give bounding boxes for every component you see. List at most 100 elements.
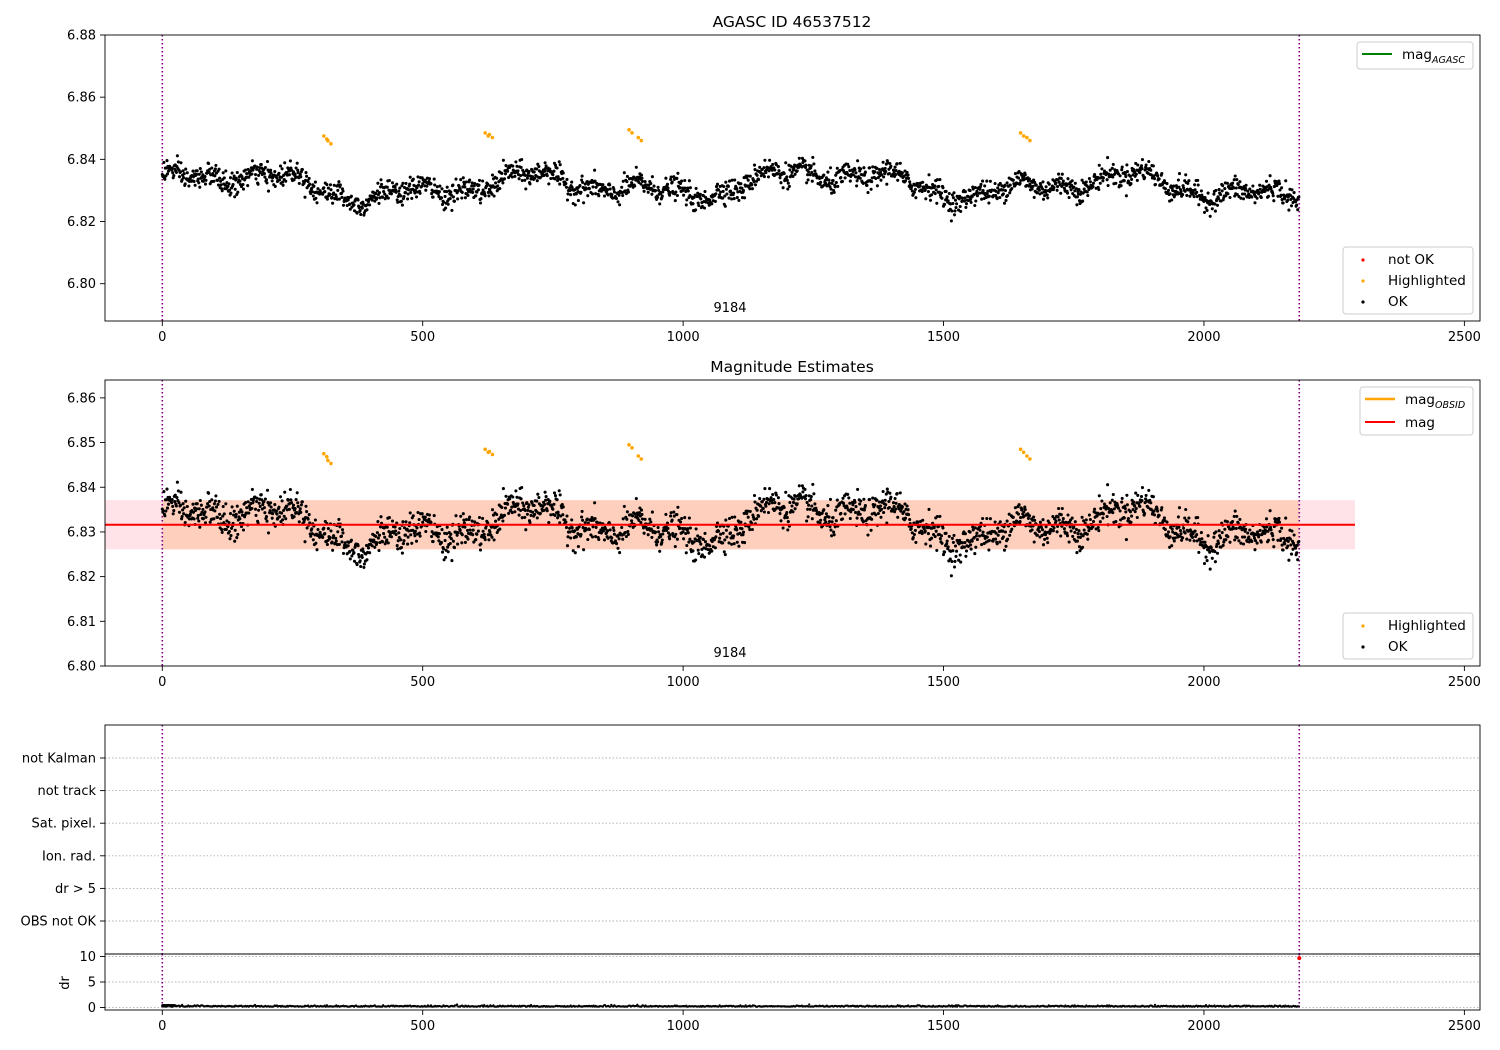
ok-point — [803, 497, 808, 501]
ok-point — [352, 559, 357, 563]
ok-point — [331, 201, 335, 205]
flag-label: OBS not OK — [21, 915, 97, 930]
ok-point — [245, 172, 249, 176]
ok-point — [362, 565, 366, 569]
ok-point — [1246, 531, 1250, 535]
ok-point — [1130, 514, 1134, 518]
ok-point — [814, 509, 819, 513]
ok-point — [274, 509, 278, 513]
panel-flags-grid — [105, 757, 1480, 922]
ok-point — [277, 178, 282, 182]
ok-point — [184, 499, 188, 503]
highlighted-point — [1025, 135, 1029, 140]
ok-point — [564, 525, 569, 530]
ok-point — [504, 164, 508, 168]
ok-point — [914, 540, 918, 544]
ok-point — [683, 516, 687, 520]
ok-point — [576, 198, 580, 203]
ok-point — [474, 194, 478, 198]
x-tick-label: 2500 — [1448, 330, 1481, 345]
ok-point — [981, 516, 985, 521]
ok-point — [659, 534, 663, 539]
ok-point — [894, 173, 898, 177]
ok-point — [401, 520, 405, 524]
ok-point — [691, 549, 695, 553]
ok-point — [1192, 539, 1196, 543]
ok-point — [413, 534, 417, 538]
ok-point — [381, 195, 385, 199]
ok-point — [1203, 540, 1207, 544]
ok-point — [1048, 531, 1052, 535]
ok-point — [1235, 192, 1239, 197]
ok-point — [954, 554, 958, 558]
highlighted-point — [329, 461, 333, 466]
ok-point — [365, 208, 369, 212]
ok-point — [1185, 537, 1189, 541]
ok-point — [630, 519, 634, 523]
ok-point — [830, 191, 834, 195]
ok-point — [739, 182, 743, 186]
ok-point — [1295, 551, 1299, 555]
ok-point — [910, 184, 914, 188]
ok-point — [1225, 520, 1229, 524]
ok-point — [806, 178, 810, 182]
ok-point — [1078, 535, 1083, 539]
ok-point — [1268, 174, 1272, 178]
ok-point — [723, 553, 727, 557]
panel-flags-boundaries — [161, 725, 1301, 954]
ok-point — [1238, 517, 1242, 521]
x-tick-label: 1000 — [667, 675, 700, 690]
ok-point — [784, 161, 788, 165]
ok-point — [953, 544, 958, 548]
ok-point — [1074, 187, 1078, 191]
ok-point — [461, 176, 465, 180]
ok-point — [1295, 203, 1299, 207]
ok-point — [622, 504, 626, 508]
ok-point — [1067, 195, 1071, 200]
ok-point — [543, 490, 547, 494]
ok-point — [1122, 516, 1126, 520]
ok-point — [1091, 519, 1096, 524]
ok-point — [561, 171, 565, 175]
ok-point — [871, 165, 875, 169]
ok-point — [232, 509, 236, 513]
ok-point — [621, 179, 625, 183]
ok-point — [859, 167, 863, 171]
panel-agasc-legend-points: not OK Highlighted OK — [1342, 246, 1474, 315]
ok-point — [213, 509, 217, 513]
ok-point — [362, 562, 366, 566]
ok-point — [963, 196, 967, 200]
ok-point — [1257, 191, 1261, 195]
ok-point — [762, 175, 766, 179]
ok-point — [1124, 538, 1128, 542]
ok-point — [668, 193, 672, 197]
ok-point — [960, 541, 964, 545]
ok-point — [314, 196, 318, 200]
ok-point — [309, 534, 313, 538]
ok-point — [280, 167, 284, 171]
ok-point — [594, 185, 598, 189]
ok-point — [1199, 189, 1203, 193]
ok-point — [230, 505, 234, 509]
ok-point — [195, 169, 199, 173]
ok-point — [487, 194, 491, 198]
ok-point — [702, 555, 707, 559]
ok-point — [1123, 172, 1127, 176]
ok-point — [346, 544, 350, 548]
ok-point — [597, 194, 601, 198]
ok-point — [1163, 187, 1167, 191]
ok-point — [896, 178, 900, 182]
ok-point — [520, 485, 524, 490]
ok-point — [686, 527, 690, 531]
ok-point — [1156, 509, 1160, 513]
ok-point — [1291, 200, 1295, 205]
ok-point — [1180, 538, 1184, 542]
ok-point — [1037, 525, 1041, 529]
ok-point — [1008, 191, 1012, 195]
ok-point — [975, 189, 979, 193]
ok-point — [900, 171, 904, 175]
ok-point — [221, 504, 225, 509]
ok-point — [827, 515, 831, 519]
ok-point — [1197, 550, 1201, 554]
ok-point — [750, 182, 754, 187]
